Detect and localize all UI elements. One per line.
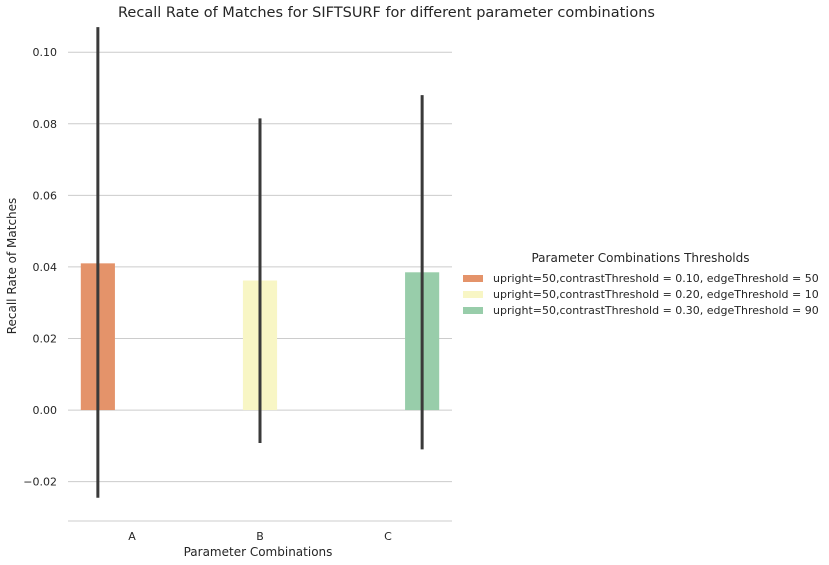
legend-swatch [463,306,483,314]
y-tick-label: 0.08 [33,118,58,131]
y-tick-label: 0.04 [33,261,58,274]
chart-title: Recall Rate of Matches for SIFTSURF for … [118,5,655,21]
y-tick-label: 0.06 [33,189,58,202]
y-axis-label: Recall Rate of Matches [5,197,19,335]
legend-item: upright=50,contrastThreshold = 0.20, edg… [463,286,819,302]
x-tick-label: C [384,530,392,543]
legend-title: Parameter Combinations Thresholds [531,251,750,265]
legend: Parameter Combinations Thresholds uprigh… [463,251,819,318]
x-tick-label: B [256,530,264,543]
legend-item: upright=50,contrastThreshold = 0.30, edg… [463,302,819,318]
y-tick-label: 0.02 [33,332,58,345]
legend-swatch [463,274,483,282]
x-tick-label: A [128,530,136,543]
legend-label: upright=50,contrastThreshold = 0.20, edg… [493,287,819,301]
y-tick-label: −0.02 [23,476,57,489]
legend-label: upright=50,contrastThreshold = 0.30, edg… [493,303,819,317]
legend-label: upright=50,contrastThreshold = 0.10, edg… [493,271,819,285]
x-axis-label: Parameter Combinations [183,545,333,559]
y-tick-label: 0.00 [33,404,58,417]
y-tick-label: 0.10 [33,46,58,59]
legend-swatch [463,290,483,298]
legend-item: upright=50,contrastThreshold = 0.10, edg… [463,270,819,286]
